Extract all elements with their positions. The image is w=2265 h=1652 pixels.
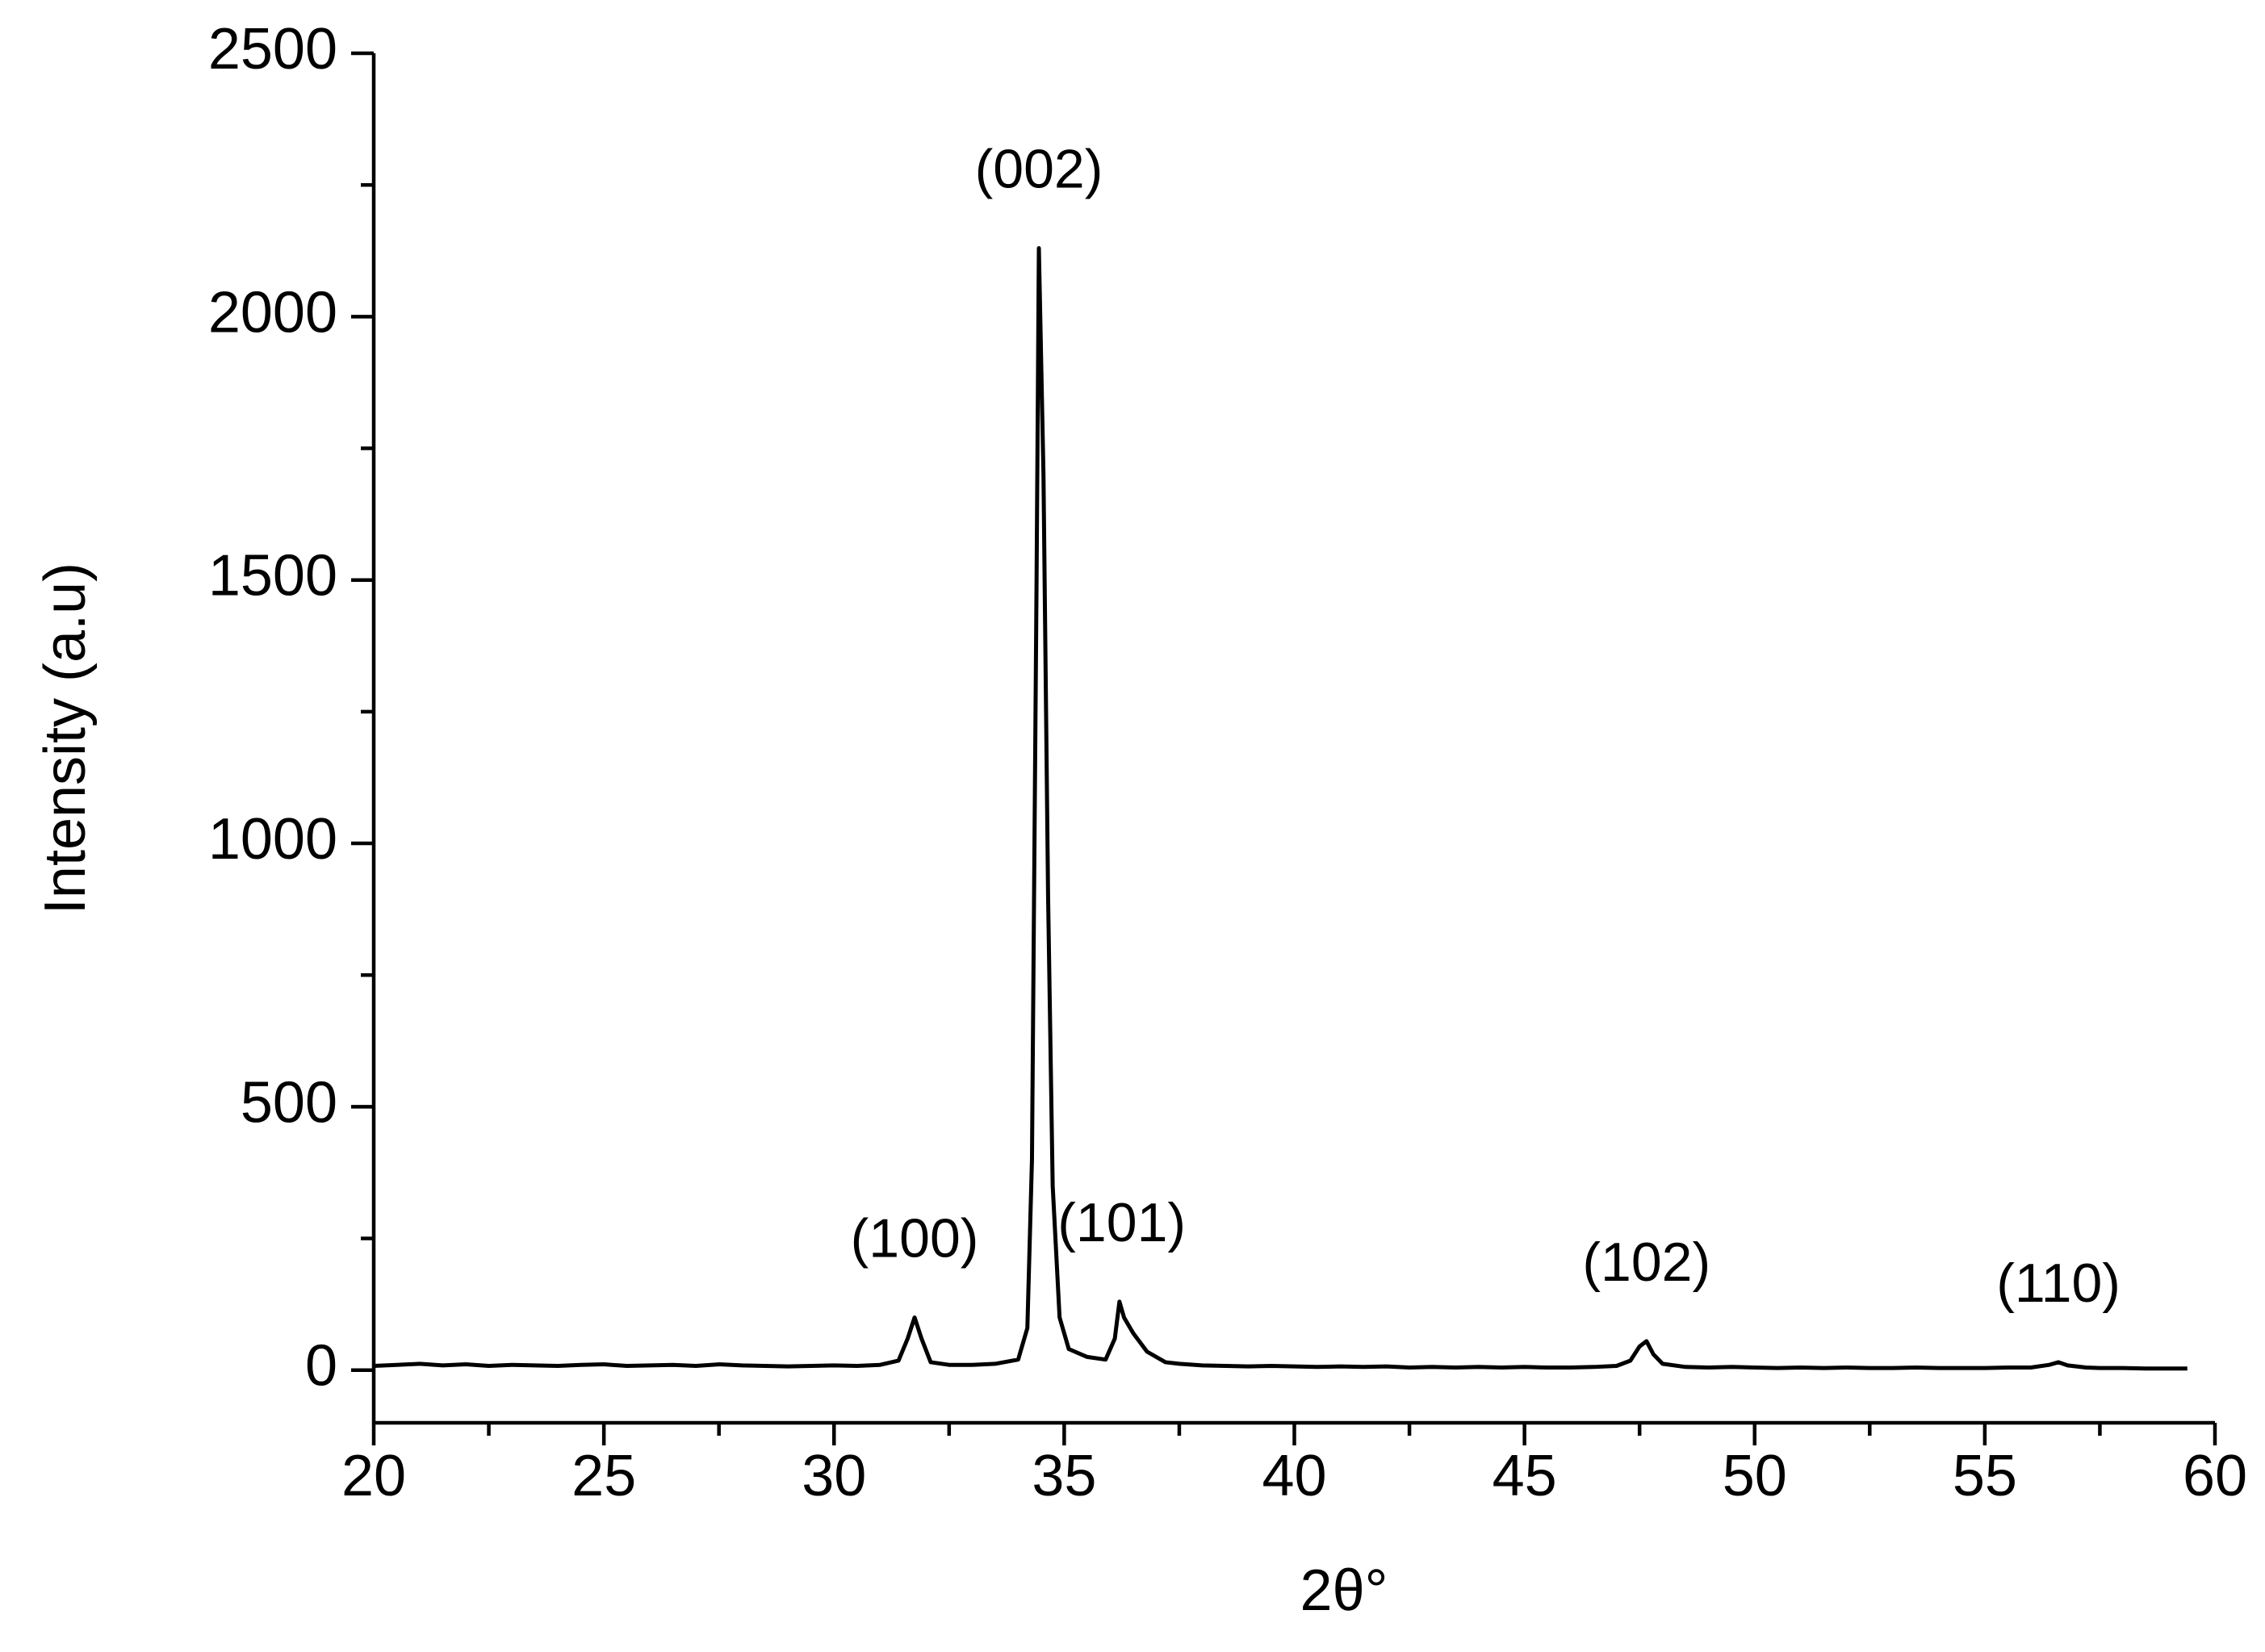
x-tick-label: 50 [1723, 1444, 1787, 1508]
peak-annotation: (101) [1057, 1192, 1186, 1253]
x-tick-label: 20 [341, 1444, 406, 1508]
y-tick-label: 1000 [208, 807, 337, 872]
x-tick-label: 40 [1262, 1444, 1326, 1508]
peak-annotation: (002) [975, 138, 1103, 199]
data-line [373, 246, 2188, 1371]
y-tick-label: 2000 [208, 280, 337, 345]
x-tick-label: 55 [1953, 1444, 2017, 1508]
y-tick-label: 1500 [208, 544, 337, 609]
y-axis-label: Intensity (a.u) [33, 563, 98, 914]
peak-annotation: (102) [1582, 1232, 1710, 1293]
peak-annotation: (100) [851, 1207, 979, 1269]
x-tick-label: 45 [1493, 1444, 1557, 1508]
x-tick-label: 25 [571, 1444, 636, 1508]
peak-annotation: (110) [1996, 1253, 2121, 1314]
x-tick-label: 35 [1032, 1444, 1096, 1508]
y-tick-label: 500 [241, 1070, 337, 1135]
x-tick-label: 60 [2183, 1444, 2247, 1508]
x-tick-label: 30 [802, 1444, 866, 1508]
y-tick-label: 0 [305, 1334, 337, 1399]
y-tick-label: 2500 [208, 17, 337, 82]
x-axis-label: 2θ° [1300, 1558, 1388, 1623]
